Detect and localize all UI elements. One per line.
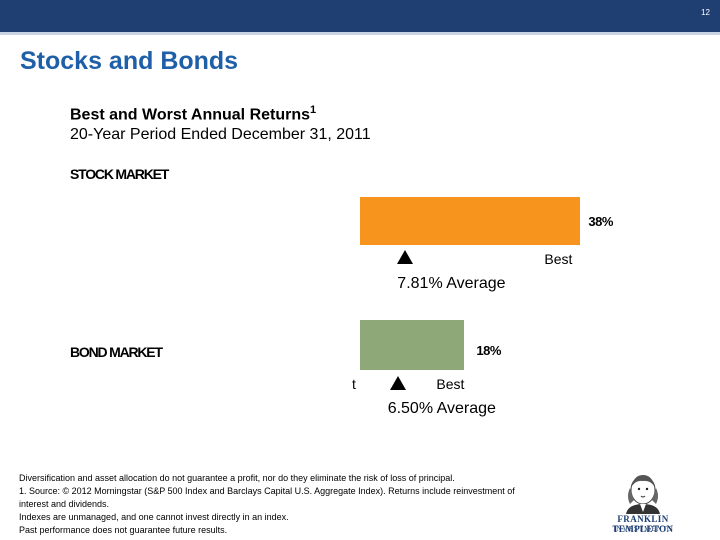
footnote-line: Past performance does not guarantee futu…: [19, 525, 228, 535]
bond-clipped-tag: t: [352, 376, 356, 392]
page-number: 12: [701, 8, 710, 17]
logo-text-secondary: INVESTMENTS: [613, 525, 673, 533]
franklin-portrait-icon: [626, 475, 660, 514]
bond-market-label: BOND MARKET: [70, 344, 163, 360]
footnote-line: Indexes are unmanaged, and one cannot in…: [19, 512, 289, 522]
chart-title-footnote-mark: 1: [310, 104, 317, 116]
chart-title: Best and Worst Annual Returns1: [70, 104, 316, 124]
page-title: Stocks and Bonds: [20, 47, 239, 75]
footnote-line: Diversification and asset allocation do …: [19, 473, 455, 483]
chart-title-text: Best and Worst Annual Returns: [70, 106, 311, 124]
header-rule: [0, 32, 720, 35]
bond-average-label: 6.50% Average: [387, 400, 496, 417]
logo-text-primary: FRANKLIN TEMPLETON: [612, 514, 674, 534]
footnote-line: interest and dividends.: [19, 499, 110, 509]
stock-best-value-label: 38%: [588, 214, 613, 229]
footnote-line: 1. Source: © 2012 Morningstar (S&P 500 I…: [19, 486, 515, 496]
bond-best-value-label: 18%: [476, 343, 501, 358]
stock-market-label: STOCK MARKET: [70, 166, 169, 182]
franklin-templeton-logo: FRANKLIN TEMPLETON INVESTMENTS: [586, 470, 700, 534]
stock-average-marker-icon: [397, 250, 414, 264]
bond-best-tag: Best: [436, 376, 465, 392]
bond-best-bar: [360, 320, 465, 370]
chart-subtitle: 20-Year Period Ended December 31, 2011: [70, 126, 371, 143]
stock-average-label: 7.81% Average: [397, 275, 506, 292]
footnotes: Diversification and asset allocation do …: [19, 472, 579, 537]
stock-best-bar: [360, 197, 581, 245]
header-bar: 12: [0, 0, 720, 32]
stock-best-tag: Best: [544, 251, 573, 267]
bond-average-marker-icon: [389, 376, 406, 390]
